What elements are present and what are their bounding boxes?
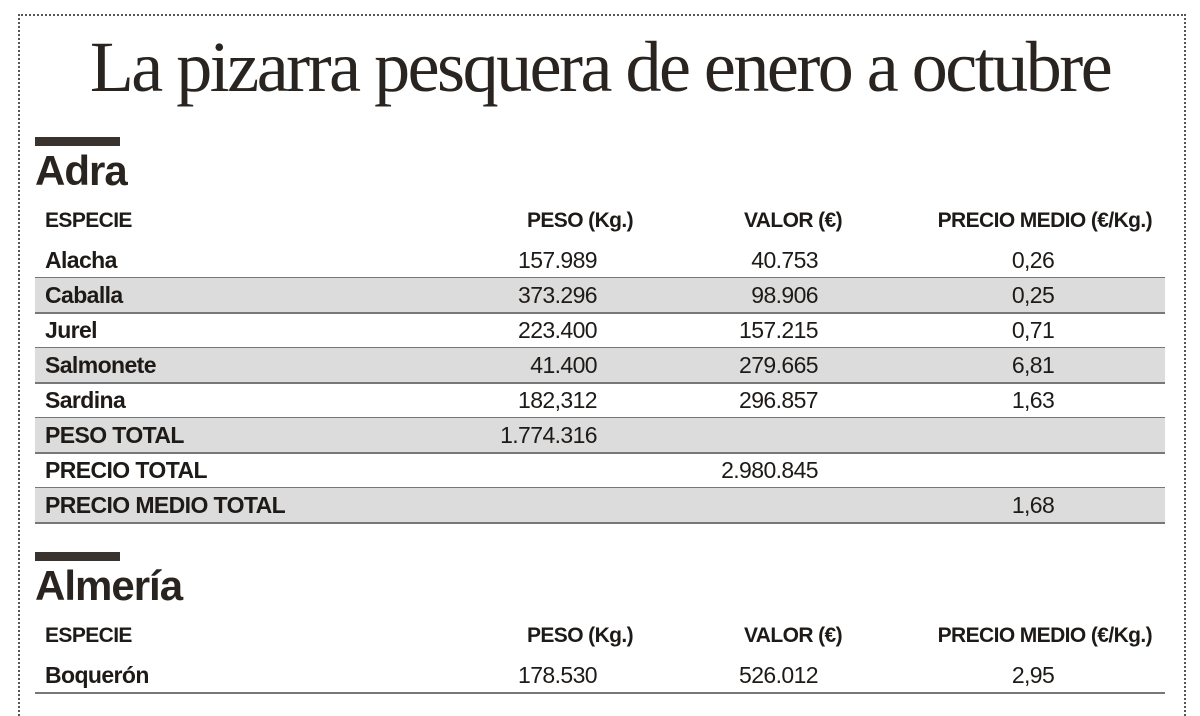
section-title: Almería [35, 562, 183, 609]
cell-valor: 296.857 [739, 387, 819, 413]
cell-precio: 1,63 [1011, 387, 1055, 413]
cell-valor: 279.665 [739, 352, 819, 378]
cell-especie: Caballa [45, 282, 123, 308]
cell-especie: Boquerón [45, 662, 149, 688]
table-row: Sardina 182,312 296.857 1,63 [35, 383, 1165, 419]
cell-valor: 98.906 [751, 282, 818, 308]
header-valor: VALOR (€) [743, 624, 843, 647]
section-bar [35, 552, 120, 561]
table-row: Jurel 223.400 157.215 0,71 [35, 313, 1165, 349]
table-row: Caballa 373.296 98.906 0,25 [35, 278, 1165, 314]
table-row: Salmonete 41.400 279.665 6,81 [35, 348, 1165, 384]
cell-valor: 526.012 [739, 662, 819, 688]
header-peso: PESO (Kg.) [526, 209, 634, 232]
cell-peso: 182,312 [518, 387, 598, 413]
cell-precio: 0,26 [1011, 247, 1055, 273]
cell-peso: 373.296 [518, 282, 598, 308]
dotted-frame [18, 14, 1186, 716]
cell-precio: 0,71 [1011, 317, 1055, 343]
cell-precio: 1,68 [1011, 492, 1055, 518]
cell-precio: 0,25 [1011, 282, 1055, 308]
cell-peso: 178.530 [518, 662, 598, 688]
table-row: PESO TOTAL 1.774.316 [35, 418, 1165, 454]
cell-peso: 1.774.316 [500, 422, 598, 448]
cell-valor: 40.753 [751, 247, 818, 273]
table-header: ESPECIE PESO (Kg.) VALOR (€) PRECIO MEDI… [35, 205, 1165, 237]
header-especie: ESPECIE [45, 209, 132, 232]
cell-especie: PRECIO TOTAL [45, 457, 208, 483]
cell-especie: Jurel [45, 317, 98, 343]
section-bar [35, 137, 120, 146]
cell-especie: PESO TOTAL [45, 422, 184, 448]
header-valor: VALOR (€) [743, 209, 843, 232]
cell-peso: 223.400 [518, 317, 598, 343]
table-row: PRECIO MEDIO TOTAL 1,68 [35, 488, 1165, 524]
cell-especie: PRECIO MEDIO TOTAL [45, 492, 286, 518]
cell-valor: 157.215 [739, 317, 819, 343]
cell-especie: Salmonete [45, 352, 157, 378]
header-precio: PRECIO MEDIO (€/Kg.) [937, 624, 1153, 647]
table-row: Alacha 157.989 40.753 0,26 [35, 243, 1165, 279]
page-title: La pizarra pesquera de enero a octubre [89, 27, 1113, 107]
cell-especie: Sardina [45, 387, 126, 413]
table-row: Boquerón 178.530 526.012 2,95 [35, 658, 1165, 694]
table-row: PRECIO TOTAL 2.980.845 [35, 453, 1165, 489]
cell-peso: 41.400 [530, 352, 597, 378]
cell-precio: 6,81 [1011, 352, 1055, 378]
header-peso: PESO (Kg.) [526, 624, 634, 647]
cell-precio: 2,95 [1011, 662, 1055, 688]
table-header: ESPECIE PESO (Kg.) VALOR (€) PRECIO MEDI… [35, 620, 1165, 652]
cell-valor: 2.980.845 [721, 457, 819, 483]
cell-peso: 157.989 [518, 247, 598, 273]
header-precio: PRECIO MEDIO (€/Kg.) [937, 209, 1153, 232]
cell-especie: Alacha [45, 247, 117, 273]
section-title: Adra [35, 147, 128, 194]
header-especie: ESPECIE [45, 624, 132, 647]
